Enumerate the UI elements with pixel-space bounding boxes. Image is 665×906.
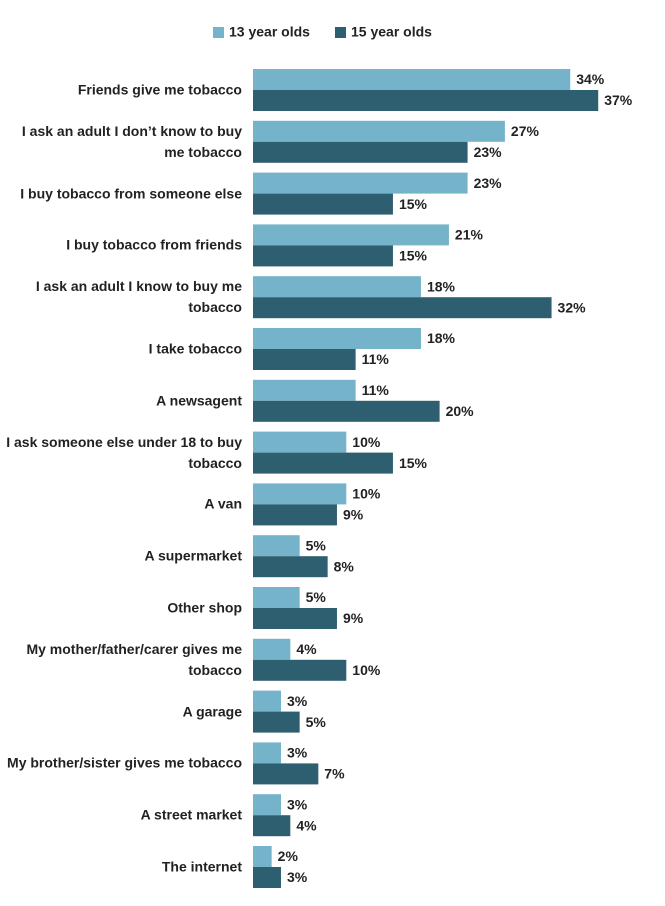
- value-label: 9%: [343, 610, 364, 626]
- bar: [253, 815, 291, 837]
- bar: [253, 276, 421, 298]
- bar: [253, 608, 337, 629]
- bar: [253, 659, 347, 681]
- value-label: 5%: [306, 537, 327, 553]
- value-label: 15%: [399, 196, 428, 212]
- bar: [253, 90, 599, 111]
- bar: [253, 535, 300, 557]
- value-label: 21%: [455, 227, 484, 243]
- category-label: The internet: [161, 858, 242, 875]
- legend-swatch: [213, 27, 224, 38]
- bar: [253, 742, 281, 764]
- bar: [253, 193, 393, 215]
- bar: [253, 846, 272, 867]
- bar: [253, 763, 319, 785]
- value-label: 9%: [343, 507, 364, 523]
- category-label: I buy tobacco from someone else: [20, 185, 242, 202]
- value-label: 7%: [324, 766, 345, 782]
- category-label: A supermarket: [144, 547, 242, 564]
- category-label: I ask an adult I know to buy me tobacco: [35, 278, 242, 316]
- bar: [253, 328, 421, 349]
- value-label: 34%: [576, 71, 605, 87]
- bar: [253, 120, 505, 142]
- value-label: 27%: [511, 123, 540, 139]
- category-label: A street market: [140, 806, 242, 823]
- bar: [253, 379, 356, 401]
- value-label: 18%: [427, 330, 456, 346]
- bar: [253, 297, 552, 319]
- value-label: 10%: [352, 434, 381, 450]
- bar: [253, 349, 356, 370]
- bar: [253, 245, 393, 267]
- bar: [253, 794, 281, 816]
- bar: [253, 400, 440, 422]
- category-label: I buy tobacco from friends: [66, 236, 242, 253]
- legend-label: 15 year olds: [351, 24, 432, 40]
- value-label: 15%: [399, 248, 428, 264]
- bar: [253, 431, 347, 453]
- value-label: 5%: [306, 589, 327, 605]
- legend-label: 13 year olds: [229, 24, 310, 40]
- value-label: 11%: [362, 351, 390, 367]
- bar: [253, 224, 449, 246]
- value-label: 10%: [352, 662, 381, 678]
- category-label: I ask an adult I don’t know to buy me to…: [21, 122, 242, 160]
- bar: [253, 556, 328, 578]
- value-label: 4%: [296, 641, 317, 657]
- bar: [253, 504, 337, 526]
- value-label: 11%: [362, 382, 390, 398]
- value-label: 2%: [278, 848, 299, 864]
- bar: [253, 69, 571, 90]
- category-label: Friends give me tobacco: [77, 81, 242, 98]
- value-label: 37%: [604, 92, 633, 108]
- value-label: 10%: [352, 486, 381, 502]
- value-label: 15%: [399, 455, 428, 471]
- category-label: Other shop: [167, 599, 242, 616]
- bar: [253, 587, 300, 608]
- category-label: A newsagent: [156, 392, 242, 409]
- value-label: 32%: [558, 299, 587, 315]
- value-label: 3%: [287, 796, 308, 812]
- value-label: 8%: [334, 558, 355, 574]
- category-label: I ask someone else under 18 to buy tobac…: [6, 433, 242, 471]
- category-label: My mother/father/carer gives me tobacco: [26, 640, 242, 678]
- bar: [253, 711, 300, 733]
- value-label: 3%: [287, 869, 308, 885]
- legend-swatch: [335, 27, 346, 38]
- value-label: 20%: [446, 403, 475, 419]
- value-label: 23%: [474, 175, 503, 191]
- value-label: 3%: [287, 745, 308, 761]
- bar: [253, 690, 281, 712]
- value-label: 3%: [287, 693, 308, 709]
- bar: [253, 483, 347, 505]
- bar: [253, 452, 393, 474]
- category-label: A van: [204, 495, 242, 512]
- value-label: 18%: [427, 278, 456, 294]
- category-label: I take tobacco: [148, 340, 242, 357]
- value-label: 4%: [296, 817, 317, 833]
- value-label: 5%: [306, 714, 327, 730]
- bar: [253, 172, 468, 194]
- value-label: 23%: [474, 144, 503, 160]
- bar: [253, 141, 468, 163]
- category-label: My brother/sister gives me tobacco: [7, 754, 242, 771]
- bar: [253, 638, 291, 660]
- bar: [253, 867, 281, 888]
- category-label: A garage: [182, 703, 242, 720]
